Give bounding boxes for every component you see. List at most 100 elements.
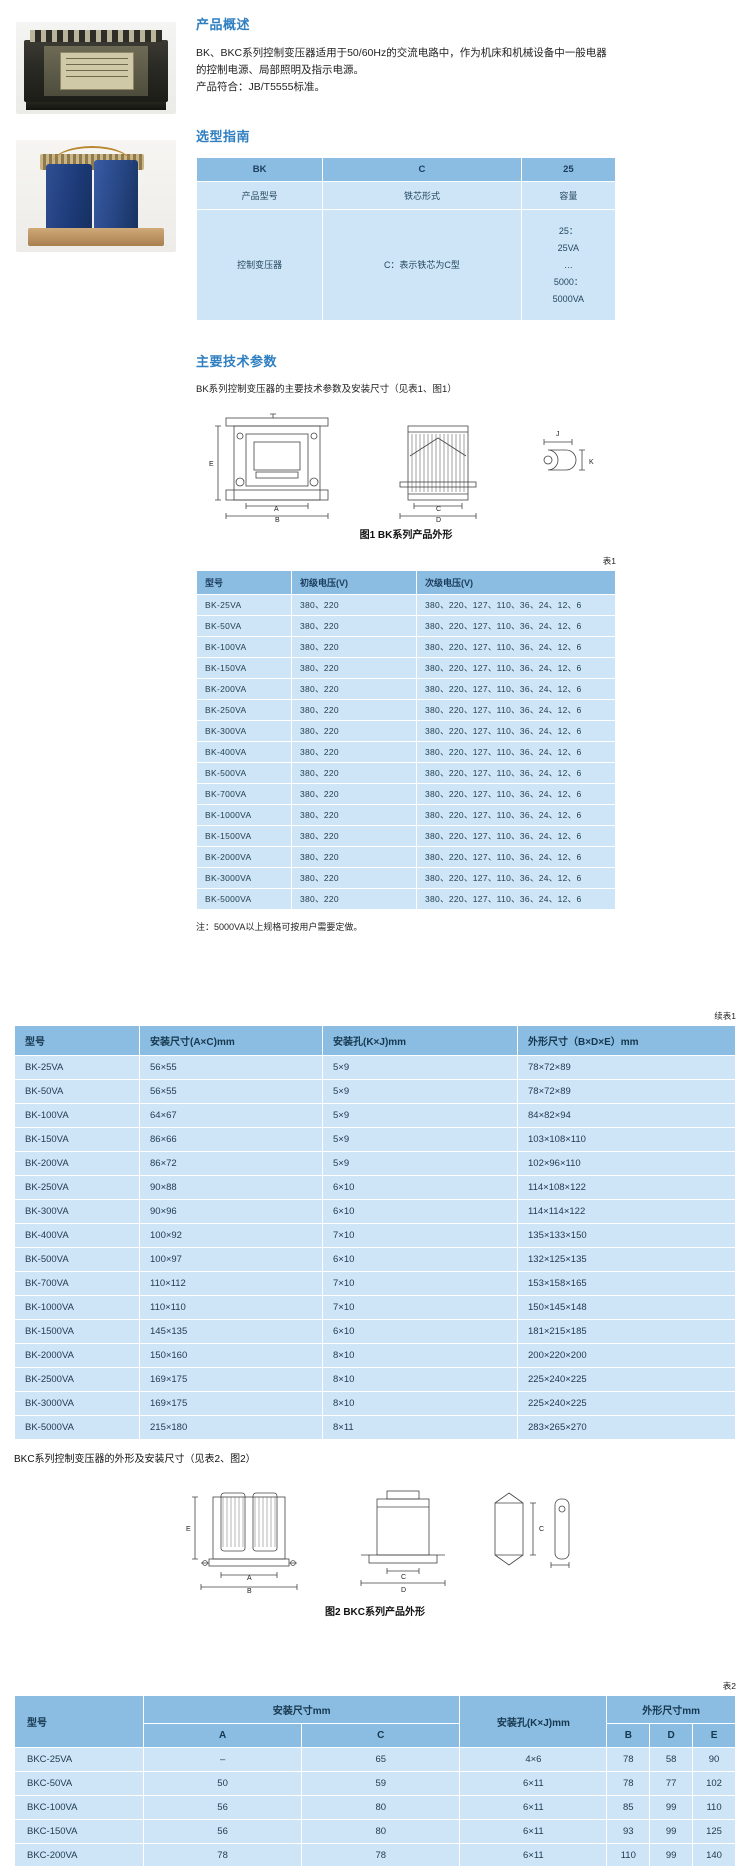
- section-heading-tech-params: 主要技术参数: [196, 354, 278, 369]
- cell-primary-voltage: 380、220: [291, 594, 417, 616]
- cell-model: BKC-150VA: [14, 1819, 144, 1844]
- overview-standard: 产品符合：JB/T5555标准。: [196, 81, 325, 93]
- figure-1-bk-outline: A B E C D J K: [196, 412, 616, 522]
- table-header-row: 型号 安装尺寸(A×C)mm 安装孔(K×J)mm 外形尺寸（B×D×E）mm: [14, 1025, 736, 1056]
- cell-mounting-size: 110×112: [139, 1271, 323, 1296]
- cell-primary-voltage: 380、220: [291, 657, 417, 679]
- cell-model: BK-25VA: [14, 1055, 140, 1080]
- cell-model: BK-150VA: [14, 1127, 140, 1152]
- table-row: BK-50VA 380、220 380、220、127、110、36、24、12、6: [196, 615, 616, 637]
- cell-mounting-size: 56×55: [139, 1055, 323, 1080]
- table-row: BK-200VA 380、220 380、220、127、110、36、24、12、…: [196, 678, 616, 700]
- cell-mounting-size: 86×66: [139, 1127, 323, 1152]
- cell-secondary-voltage: 380、220、127、110、36、24、12、6: [416, 657, 616, 679]
- cell-mounting-hole: 6×11: [459, 1771, 608, 1796]
- cell-secondary-voltage: 380、220、127、110、36、24、12、6: [416, 762, 616, 784]
- cell-model: BK-300VA: [14, 1199, 140, 1224]
- svg-text:C: C: [436, 506, 441, 513]
- svg-text:B: B: [247, 1588, 252, 1595]
- table-header-row: 型号 初级电压(V) 次级电压(V): [196, 570, 616, 595]
- cell-dim-e: 90: [692, 1747, 736, 1772]
- figure-2-caption: 图2 BKC系列产品外形: [324, 1607, 425, 1618]
- th-model: 型号: [14, 1025, 140, 1056]
- cell-dim-d: 77: [649, 1771, 694, 1796]
- cell-dim-c: 65: [301, 1747, 461, 1772]
- lead-wires: [52, 146, 132, 164]
- tech-intro-text: BK系列控制变压器的主要技术参数及安装尺寸（见表1、图1）: [196, 384, 457, 395]
- cell-mounting-size: 215×180: [139, 1415, 323, 1440]
- th-outline-size: 外形尺寸mm: [606, 1695, 736, 1724]
- cell-model: BKC-25VA: [14, 1747, 144, 1772]
- table-row: BK-150VA 380、220 380、220、127、110、36、24、12、…: [196, 657, 616, 679]
- cell-dim-a: 78: [142, 1843, 303, 1866]
- th-dim-d: D: [649, 1723, 694, 1748]
- guide-header-bk: BK: [195, 157, 324, 182]
- product-photo-bk-front: [16, 22, 176, 114]
- cell-model: BK-1000VA: [196, 804, 292, 826]
- table-2-bkc-dimensions: 型号 安装尺寸mm 安装孔(K×J)mm 外形尺寸mm A C B D E BK…: [14, 1695, 736, 1866]
- terminal-block: [30, 30, 162, 42]
- th-mounting-size: 安装尺寸(A×C)mm: [139, 1025, 323, 1056]
- th-primary-voltage: 初级电压(V): [291, 570, 417, 595]
- svg-text:E: E: [209, 461, 214, 468]
- table-2-block: 表2 型号 安装尺寸mm 安装孔(K×J)mm 外形尺寸mm A C B D E…: [14, 1680, 736, 1866]
- cell-primary-voltage: 380、220: [291, 720, 417, 742]
- transformer-nameplate: [60, 52, 134, 90]
- cell-model: BK-2500VA: [14, 1367, 140, 1392]
- cell-dim-e: 102: [692, 1771, 736, 1796]
- cell-dim-b: 110: [606, 1843, 651, 1866]
- table-row: BK-2500VA 169×175 8×10 225×240×225: [14, 1367, 736, 1392]
- guide-value-capacity: 25： 25VA … 5000： 5000VA: [520, 209, 617, 321]
- cell-mounting-size: 169×175: [139, 1391, 323, 1416]
- cell-secondary-voltage: 380、220、127、110、36、24、12、6: [416, 594, 616, 616]
- cell-dim-c: 59: [301, 1771, 461, 1796]
- svg-text:B: B: [275, 517, 280, 522]
- selection-guide-table: BK C 25 产品型号 铁芯形式 容量 控制变压器 C：表示铁芯为C型 25：…: [195, 157, 617, 321]
- cell-model: BKC-50VA: [14, 1771, 144, 1796]
- cell-secondary-voltage: 380、220、127、110、36、24、12、6: [416, 678, 616, 700]
- cell-mounting-hole: 5×9: [322, 1103, 518, 1128]
- cell-outline-size: 103×108×110: [517, 1127, 736, 1152]
- figure-2-bkc-outline: E A B C D C: [14, 1479, 736, 1599]
- cell-model: BK-500VA: [196, 762, 292, 784]
- cell-model: BKC-200VA: [14, 1843, 144, 1866]
- table-row: BK-250VA 90×88 6×10 114×108×122: [14, 1175, 736, 1200]
- coil-left: [46, 164, 92, 232]
- table-row: BK-700VA 380、220 380、220、127、110、36、24、12、…: [196, 783, 616, 805]
- cell-dim-d: 99: [649, 1795, 694, 1820]
- table-2-body: BKC-25VA –65 4×6 78 58 90 BKC-50VA 50 59 6×11 78 77…: [14, 1747, 736, 1866]
- table-row: BK-2000VA 150×160 8×10 200×220×200: [14, 1343, 736, 1368]
- cell-model: BK-100VA: [14, 1103, 140, 1128]
- cell-mounting-hole: 7×10: [322, 1223, 518, 1248]
- table-row: 产品型号 铁芯形式 容量: [195, 181, 617, 210]
- svg-text:D: D: [436, 517, 441, 522]
- table-2-label: 表2: [722, 1681, 736, 1691]
- cell-model: BK-200VA: [196, 678, 292, 700]
- cell-model: BKC-100VA: [14, 1795, 144, 1820]
- cell-mounting-size: 90×88: [139, 1175, 323, 1200]
- cell-primary-voltage: 380、220: [291, 678, 417, 700]
- table-row: BK-200VA 86×72 5×9 102×96×110: [14, 1151, 736, 1176]
- table-row: BKC-200VA 78 78 6×11 110 99 140: [14, 1843, 736, 1866]
- cell-mounting-hole: 4×6: [459, 1747, 608, 1772]
- cell-dim-e: 125: [692, 1819, 736, 1844]
- cell-secondary-voltage: 380、220、127、110、36、24、12、6: [416, 804, 616, 826]
- cell-primary-voltage: 380、220: [291, 888, 417, 910]
- capacity-line: 25VA: [557, 242, 580, 253]
- bkc-outline-drawing: E A B C D C: [186, 1490, 570, 1595]
- table-row: BK-1000VA 110×110 7×10 150×145×148: [14, 1295, 736, 1320]
- capacity-line: 25：: [558, 225, 578, 236]
- cell-mounting-size: 100×92: [139, 1223, 323, 1248]
- table-row: BK-2000VA 380、220 380、220、127、110、36、24、12…: [196, 846, 616, 868]
- table-row: 控制变压器 C：表示铁芯为C型 25： 25VA … 5000： 5000VA: [195, 209, 617, 321]
- cell-mounting-hole: 6×10: [322, 1247, 518, 1272]
- cell-model: BK-100VA: [196, 636, 292, 658]
- cell-dim-d: 99: [649, 1843, 694, 1866]
- guide-label-model: 产品型号: [195, 181, 324, 210]
- svg-text:K: K: [589, 459, 594, 466]
- cell-primary-voltage: 380、220: [291, 783, 417, 805]
- cell-dim-a: 50: [142, 1771, 303, 1796]
- cell-outline-size: 153×158×165: [517, 1271, 736, 1296]
- table-row: BKC-100VA 56 80 6×11 85 99 110: [14, 1795, 736, 1820]
- cell-secondary-voltage: 380、220、127、110、36、24、12、6: [416, 636, 616, 658]
